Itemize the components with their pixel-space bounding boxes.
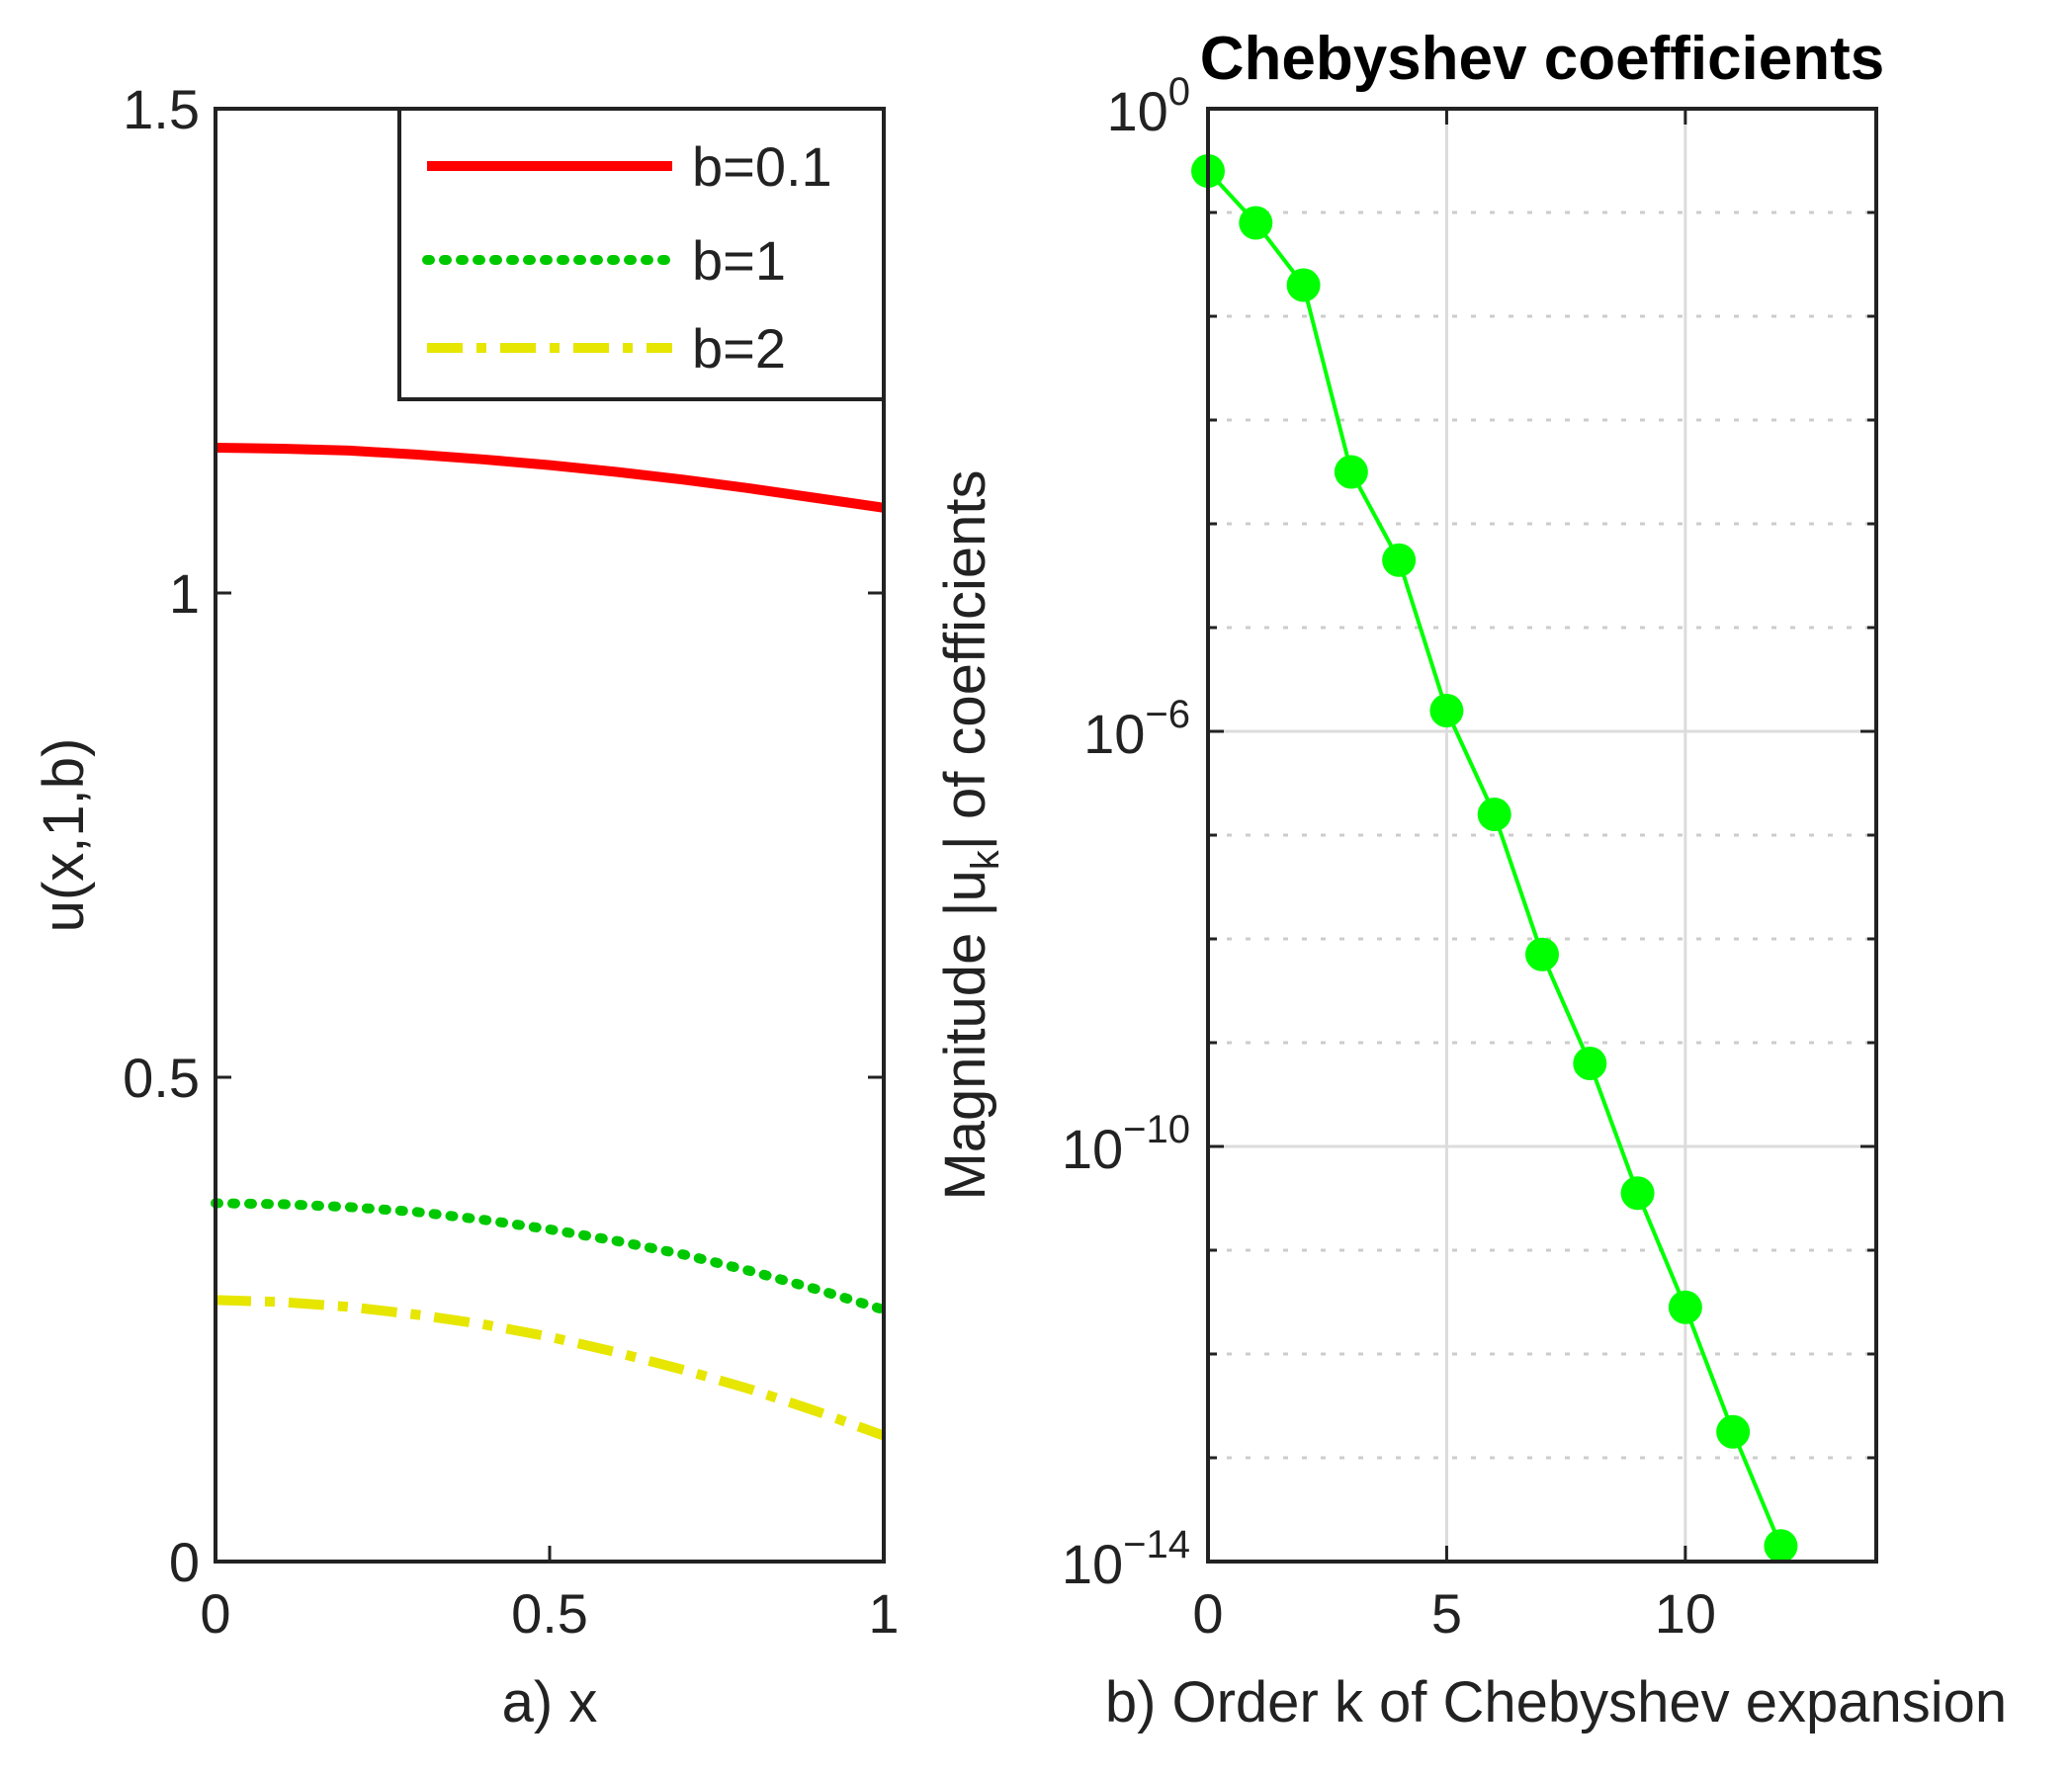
- legend: b=0.1 b=1 b=2: [397, 107, 886, 401]
- coefficient-point-k8: [1573, 1047, 1607, 1080]
- coefficient-point-k12: [1764, 1529, 1798, 1564]
- right-y-tick-label: 10−6: [1083, 693, 1190, 765]
- series-line-b01: [215, 443, 885, 513]
- chart-u-of-x: 0 0.5 1 0 0.5 1 1.5 b=0.1 b=1 b=2 a) x u(x,1,b…: [32, 78, 900, 1734]
- left-y-axis-label: u(x,1,b): [32, 738, 96, 933]
- right-y-tick-label: 100: [1106, 70, 1190, 142]
- coefficient-point-k9: [1620, 1176, 1655, 1211]
- right-y-label-sub: k: [964, 849, 1007, 870]
- left-x-tick-label: 0.5: [511, 1582, 588, 1645]
- right-chart-title: Chebyshev coefficients: [1200, 25, 1885, 93]
- left-x-axis-label: a) x: [502, 1670, 598, 1734]
- coefficient-point-k10: [1668, 1290, 1702, 1324]
- left-y-tick-label: 0.5: [123, 1047, 200, 1109]
- legend-label-b2: b=2: [692, 317, 786, 380]
- coefficient-point-k3: [1334, 455, 1368, 489]
- coefficient-point-k5: [1429, 694, 1464, 727]
- right-x-tick-label: 5: [1431, 1582, 1462, 1645]
- right-y-label-tail: | of coefficients: [933, 469, 997, 850]
- legend-label-b1: b=1: [692, 229, 786, 292]
- coefficient-point-k1: [1239, 206, 1273, 240]
- left-x-tick-label: 1: [868, 1582, 899, 1645]
- right-x-axis-label: b) Order k of Chebyshev expansion: [1105, 1670, 2007, 1734]
- left-y-tick-label: 1.5: [123, 78, 200, 140]
- legend-label-b01: b=0.1: [692, 135, 832, 198]
- series-line-b2: [215, 1295, 886, 1441]
- right-y-tick-label: 10−14: [1062, 1523, 1190, 1595]
- left-series-group: [211, 443, 889, 1441]
- coefficient-point-k6: [1477, 798, 1511, 831]
- coefficient-point-k7: [1525, 937, 1559, 972]
- coefficient-point-k11: [1716, 1414, 1751, 1449]
- coefficient-point-k2: [1286, 268, 1321, 302]
- right-ticks-group: 0 5 10 100 10−6 10−10 10−14: [1062, 70, 1876, 1645]
- right-y-axis-label: Magnitude |uk| of coefficients: [933, 469, 1007, 1200]
- chart-chebyshev-coefficients: 0 5 10 100 10−6 10−10 10−14 Chebyshev coeffici…: [933, 25, 2007, 1734]
- right-y-label-main: Magnitude |u: [933, 870, 997, 1200]
- left-ticks-group: 0 0.5 1 0 0.5 1 1.5: [123, 78, 899, 1645]
- series-line-b1: [211, 1198, 889, 1315]
- right-x-tick-label: 0: [1192, 1582, 1223, 1645]
- left-y-tick-label: 0: [169, 1531, 200, 1593]
- coefficient-point-k4: [1382, 543, 1417, 577]
- left-y-tick-label: 1: [169, 562, 200, 625]
- right-x-tick-label: 10: [1655, 1582, 1716, 1645]
- left-x-tick-label: 0: [200, 1582, 230, 1645]
- right-y-tick-label: 10−10: [1062, 1108, 1190, 1180]
